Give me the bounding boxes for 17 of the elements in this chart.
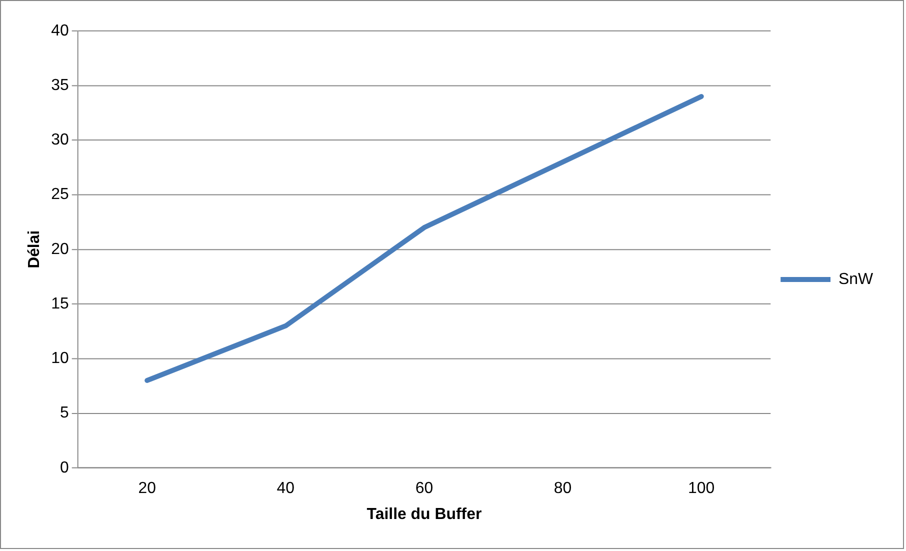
x-tick-label: 20 [138, 480, 156, 497]
x-tick-label: 60 [415, 480, 434, 497]
y-tick-label: 20 [51, 240, 69, 258]
y-tick-label: 35 [51, 76, 69, 94]
y-tick-label: 0 [60, 459, 69, 476]
x-tick-label: 40 [276, 480, 295, 497]
x-tick-label: 80 [554, 480, 572, 497]
y-tick-label: 15 [51, 295, 69, 312]
y-tick-label: 40 [51, 22, 69, 40]
y-tick-label: 30 [51, 132, 69, 149]
y-axis-title: Délai [26, 230, 43, 268]
legend-label: SnW [838, 270, 874, 288]
y-tick-label: 10 [51, 350, 69, 368]
y-tick-label: 25 [51, 186, 69, 204]
y-tick-label: 5 [60, 404, 69, 422]
x-tick-label: 100 [688, 480, 715, 497]
x-axis-title: Taille du Buffer [366, 506, 482, 523]
